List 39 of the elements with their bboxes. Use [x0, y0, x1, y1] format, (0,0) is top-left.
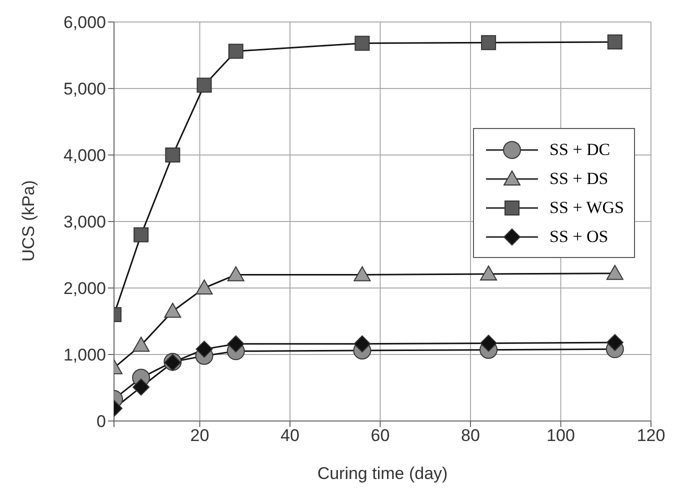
x-tick-label: 80 — [461, 426, 480, 446]
x-tick-label: 100 — [546, 426, 575, 446]
point — [481, 35, 496, 50]
point — [354, 36, 370, 51]
point — [354, 335, 371, 352]
x-tick-label: 120 — [636, 426, 666, 446]
point — [165, 148, 180, 162]
legend-label: SS + DC — [550, 140, 610, 160]
y-tick-label: 0 — [96, 412, 106, 432]
x-axis-title: Curing time (day) — [317, 464, 448, 483]
point — [228, 44, 244, 59]
point — [606, 334, 624, 352]
point — [606, 264, 624, 280]
legend-label: SS + OS — [550, 226, 608, 246]
y-tick-label: 2,000 — [63, 279, 106, 298]
point — [480, 334, 498, 352]
point — [607, 34, 622, 50]
point — [480, 266, 498, 281]
x-tick-label: 20 — [190, 426, 210, 446]
point — [134, 227, 149, 242]
y-tick-label: 1,000 — [63, 346, 106, 365]
point — [354, 266, 371, 282]
x-tick-label: 40 — [280, 426, 300, 446]
y-tick-label: 4,000 — [63, 146, 106, 166]
point — [196, 78, 212, 93]
y-tick-label: 6,000 — [63, 13, 106, 32]
y-tick-label: 3,000 — [63, 212, 106, 232]
point — [227, 335, 244, 352]
legend-label: SS + WGS — [550, 198, 624, 218]
y-axis-title: UCS (kPa) — [19, 180, 38, 262]
x-tick-label: 60 — [370, 426, 390, 446]
point — [132, 378, 150, 396]
point — [227, 266, 244, 282]
point — [132, 336, 150, 352]
legend-label: SS + DS — [550, 168, 608, 188]
point — [196, 280, 213, 294]
y-tick-label: 5,000 — [63, 80, 106, 99]
point — [196, 340, 213, 358]
point — [164, 302, 182, 318]
